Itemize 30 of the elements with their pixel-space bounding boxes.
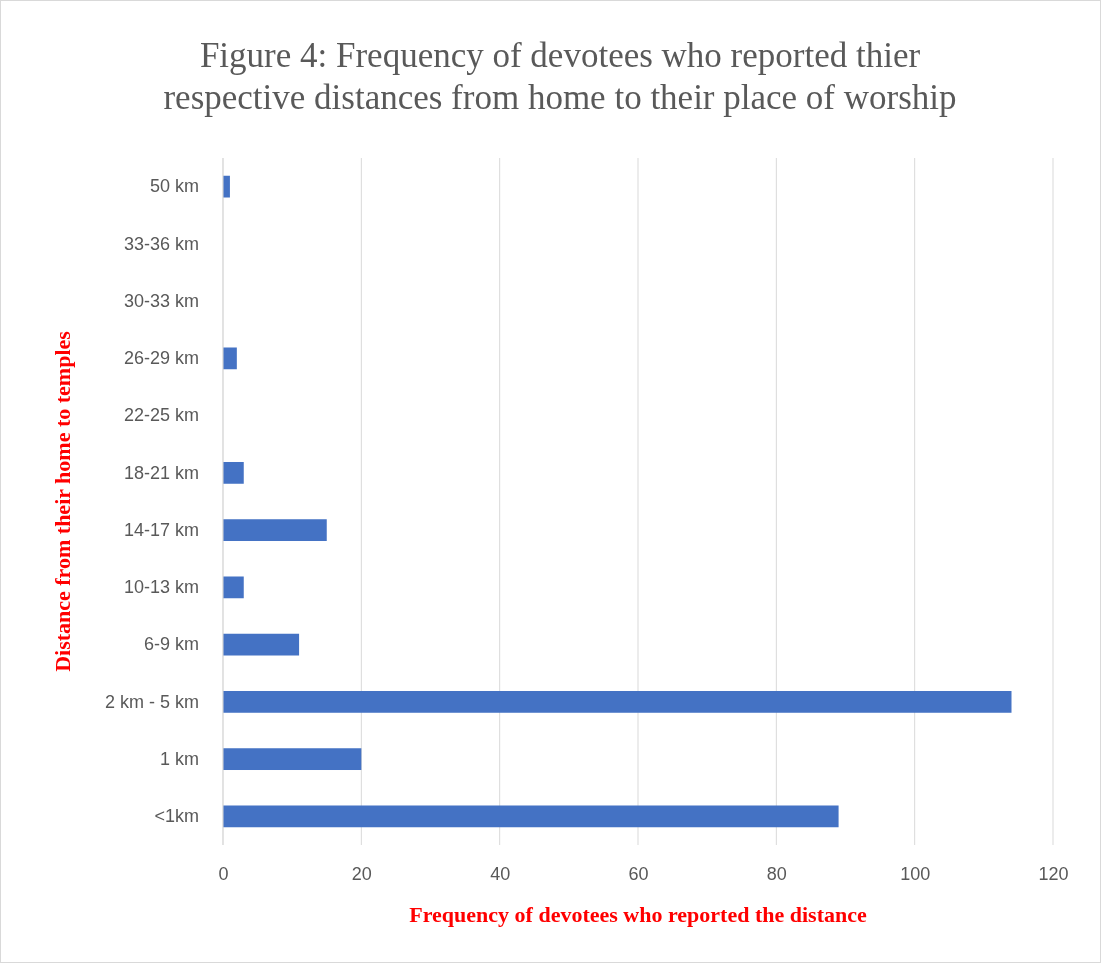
bar	[223, 748, 362, 770]
bar	[223, 519, 327, 541]
y-tick-label: 10-13 km	[123, 577, 199, 598]
x-tick-label: 0	[218, 863, 229, 884]
x-tick-label: 120	[1038, 863, 1069, 884]
x-axis-title: Frequency of devotees who reported the distance	[409, 902, 867, 927]
y-tick-label: 1 km	[159, 748, 199, 769]
x-tick-label: 60	[628, 863, 649, 884]
bar	[223, 805, 839, 828]
x-tick-label: 100	[900, 863, 931, 884]
y-axis-title: Distance from their home to temples	[50, 330, 75, 672]
bar	[223, 347, 237, 370]
y-tick-label: <1km	[154, 806, 199, 827]
y-tick-label: 2 km - 5 km	[104, 691, 199, 712]
x-tick-label: 20	[351, 863, 372, 884]
y-tick-label: 50 km	[149, 176, 199, 197]
y-tick-label: 6-9 km	[143, 634, 199, 655]
bar	[223, 462, 244, 484]
y-tick-label: 33-36 km	[123, 233, 199, 254]
bar	[223, 691, 1012, 713]
y-tick-label: 22-25 km	[123, 405, 199, 426]
x-tick-label: 80	[766, 863, 787, 884]
y-tick-label: 14-17 km	[123, 519, 199, 540]
bar	[223, 576, 244, 599]
x-tick-label: 40	[490, 863, 511, 884]
chart-title: Figure 4: Frequency of devotees who reported thier respective distances from home to their place of worship	[163, 36, 957, 117]
y-tick-label: 18-21 km	[123, 462, 199, 483]
y-tick-label: 26-29 km	[123, 348, 199, 369]
y-tick-label: 30-33 km	[123, 290, 199, 311]
bar	[223, 633, 300, 656]
